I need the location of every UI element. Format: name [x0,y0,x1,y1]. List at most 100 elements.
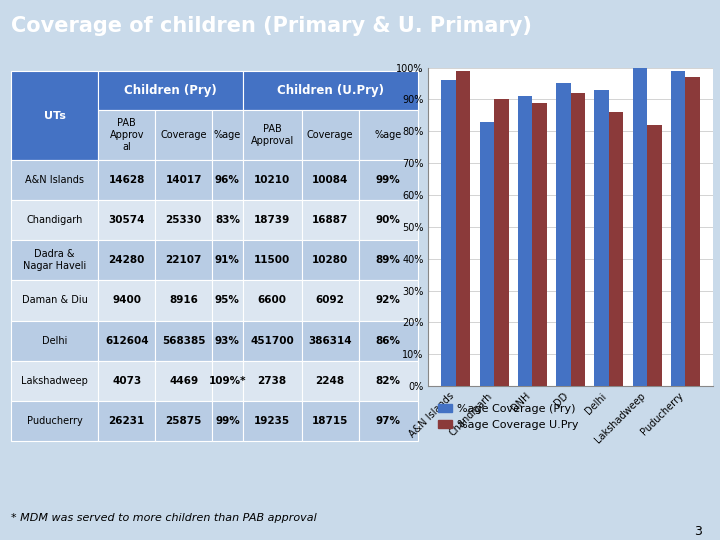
Bar [212,361,243,401]
Text: Children (U.Pry): Children (U.Pry) [276,84,384,97]
Text: 6600: 6600 [258,295,287,306]
Text: 14017: 14017 [166,175,202,185]
Bar [212,160,243,200]
Bar [359,160,418,200]
Bar [243,71,418,110]
Text: 8916: 8916 [169,295,198,306]
Bar [302,361,359,401]
Bar [11,401,98,441]
Bar [98,71,243,110]
Text: 612604: 612604 [105,336,148,346]
Text: 14628: 14628 [109,175,145,185]
Text: 109%*: 109%* [209,376,246,386]
Bar [609,112,624,386]
Text: 22107: 22107 [166,255,202,265]
Bar [359,361,418,401]
Bar [302,280,359,321]
Text: 4073: 4073 [112,376,141,386]
Bar [98,280,156,321]
Text: 451700: 451700 [251,336,294,346]
Bar [156,361,212,401]
Bar [98,361,156,401]
Bar [647,125,662,386]
Text: 83%: 83% [215,215,240,225]
Text: 10280: 10280 [312,255,348,265]
Bar [98,200,156,240]
Text: * MDM was served to more children than PAB approval: * MDM was served to more children than P… [11,513,317,523]
Text: 97%: 97% [376,416,400,426]
Bar [243,240,302,280]
Text: %age: %age [374,130,402,140]
Text: Dadra &
Nagar Haveli: Dadra & Nagar Haveli [23,249,86,271]
Text: UTs: UTs [44,111,66,120]
Bar [212,401,243,441]
Bar [302,401,359,441]
Bar [156,321,212,361]
Text: 89%: 89% [376,255,400,265]
Bar [11,200,98,240]
Text: PAB
Approval: PAB Approval [251,124,294,146]
Bar [302,240,359,280]
Bar [671,71,685,386]
Text: 82%: 82% [376,376,400,386]
Bar [11,160,98,200]
Bar [456,71,470,386]
Text: 30574: 30574 [109,215,145,225]
Bar [243,321,302,361]
Text: 25330: 25330 [166,215,202,225]
Text: Coverage: Coverage [161,130,207,140]
Bar [441,80,456,386]
Bar [212,240,243,280]
Bar [302,110,359,160]
Bar [494,99,508,386]
Text: 10084: 10084 [312,175,348,185]
Bar [302,321,359,361]
Legend: %age Coverage (Pry), %age Coverage U.Pry: %age Coverage (Pry), %age Coverage U.Pry [434,400,583,434]
Bar [685,77,700,386]
Text: 2248: 2248 [315,376,345,386]
Text: 91%: 91% [215,255,240,265]
Text: Lakshadweep: Lakshadweep [21,376,88,386]
Bar [11,240,98,280]
Bar [212,110,243,160]
Bar [243,280,302,321]
Text: Coverage of children (Primary & U. Primary): Coverage of children (Primary & U. Prima… [11,16,531,36]
Bar [156,401,212,441]
Bar [243,361,302,401]
Text: Puducherry: Puducherry [27,416,82,426]
Text: 90%: 90% [376,215,400,225]
Bar [156,240,212,280]
Text: 386314: 386314 [308,336,352,346]
Bar [359,240,418,280]
Text: 99%: 99% [376,175,400,185]
Bar [359,401,418,441]
Text: 18715: 18715 [312,416,348,426]
Text: 4469: 4469 [169,376,198,386]
Bar [243,160,302,200]
Text: Chandigarh: Chandigarh [27,215,83,225]
Bar [156,110,212,160]
Text: 6092: 6092 [315,295,345,306]
Text: 16887: 16887 [312,215,348,225]
Bar [98,321,156,361]
Bar [98,401,156,441]
Text: 25875: 25875 [166,416,202,426]
Text: %age: %age [214,130,241,140]
Bar [212,321,243,361]
Bar [532,103,547,386]
Bar [212,280,243,321]
Bar [156,200,212,240]
Bar [243,200,302,240]
Text: 99%: 99% [215,416,240,426]
Text: 93%: 93% [215,336,240,346]
Text: 9400: 9400 [112,295,141,306]
Text: 2738: 2738 [258,376,287,386]
Bar [594,90,609,386]
Text: 18739: 18739 [254,215,290,225]
Text: 19235: 19235 [254,416,290,426]
Bar [518,96,532,386]
Bar [98,240,156,280]
Bar [302,160,359,200]
Bar [11,361,98,401]
Text: A&N Islands: A&N Islands [25,175,84,185]
